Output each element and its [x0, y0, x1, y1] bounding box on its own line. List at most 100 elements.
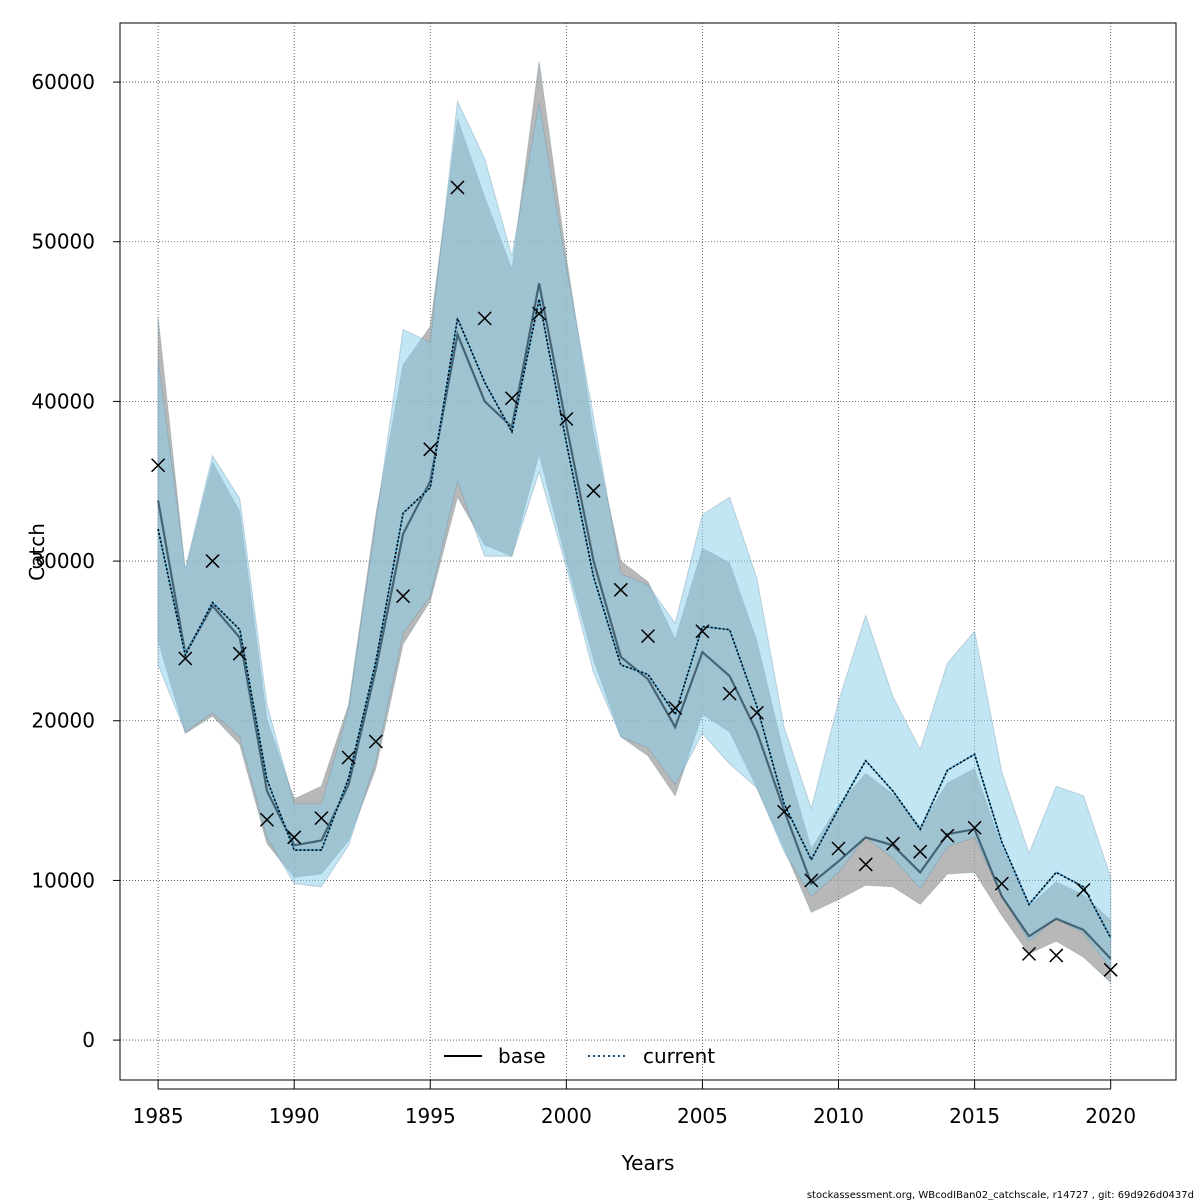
- observed-point-stroke: [341, 750, 356, 765]
- observed-point: [640, 629, 656, 644]
- observed-point: [287, 830, 302, 845]
- observed-point: [1103, 962, 1118, 977]
- observed-point: [368, 734, 383, 749]
- x-tick-label: 2005: [677, 1104, 728, 1128]
- observed-point: [450, 180, 465, 195]
- y-tick-label: 50000: [31, 230, 95, 254]
- observed-point: [831, 841, 846, 856]
- y-tick-label: 20000: [31, 709, 95, 733]
- x-axis-title: Years: [621, 1151, 675, 1175]
- observed-point-stroke: [831, 841, 846, 856]
- observed-point-stroke: [1076, 882, 1091, 898]
- observed-point-stroke: [287, 830, 302, 845]
- observed-point: [532, 306, 547, 321]
- observed-point: [695, 624, 710, 639]
- legend: base current: [444, 1044, 715, 1068]
- observed-point: [913, 844, 928, 859]
- y-tick-label: 30000: [31, 549, 95, 573]
- observed-point-stroke: [368, 734, 383, 749]
- observed-point-stroke: [695, 624, 710, 639]
- observed-point-stroke: [259, 812, 274, 827]
- observed-point-stroke: [151, 458, 166, 473]
- observed-point: [423, 442, 438, 457]
- observed-point-stroke: [1049, 948, 1064, 963]
- observed-point: [1022, 946, 1037, 961]
- observed-point: [967, 820, 982, 835]
- observed-point-stroke: [586, 483, 601, 498]
- y-axis: 0 10000 20000 30000 40000 50000 60000: [31, 70, 120, 1052]
- x-tick-label: 2000: [541, 1104, 592, 1128]
- observed-point: [396, 589, 411, 604]
- observed-point: [1076, 882, 1091, 898]
- observed-point-stroke: [777, 804, 792, 819]
- observed-point: [151, 458, 166, 473]
- legend-base-label: base: [498, 1044, 546, 1068]
- observed-point-stroke: [396, 589, 411, 604]
- observed-points: [151, 180, 1118, 977]
- observed-point: [477, 311, 492, 326]
- observed-point: [586, 483, 601, 498]
- observed-point: [749, 705, 764, 720]
- observed-point-stroke: [205, 554, 220, 569]
- observed-point: [940, 828, 955, 843]
- confidence-bands: [157, 61, 1112, 984]
- observed-point: [205, 554, 220, 569]
- observed-point: [314, 811, 329, 826]
- observed-point-stroke: [913, 844, 928, 859]
- observed-point: [504, 391, 519, 406]
- observed-point-stroke: [885, 836, 900, 851]
- observed-point: [994, 876, 1009, 891]
- observed-point: [259, 812, 274, 827]
- plot-frame: [119, 22, 1177, 1081]
- observed-point-stroke: [640, 629, 656, 644]
- x-tick-label: 2020: [1085, 1104, 1136, 1128]
- observed-point: [777, 804, 792, 819]
- observed-point: [1049, 948, 1064, 963]
- observed-point-stroke: [232, 646, 247, 661]
- series-lines: [157, 283, 1112, 960]
- x-tick-label: 1995: [405, 1104, 456, 1128]
- line-base: [157, 283, 1112, 960]
- x-tick-label: 1985: [133, 1104, 184, 1128]
- observed-point: [858, 857, 873, 872]
- y-tick-label: 10000: [31, 868, 95, 892]
- observed-point-stroke: [967, 820, 982, 835]
- observed-point-stroke: [668, 700, 683, 716]
- x-tick-label: 2015: [949, 1104, 1000, 1128]
- y-tick-label: 60000: [31, 70, 95, 94]
- observed-point-stroke: [477, 311, 492, 326]
- observed-point-stroke: [940, 828, 955, 843]
- observed-point: [722, 686, 737, 701]
- observed-point-stroke: [423, 442, 438, 457]
- observed-point-stroke: [178, 651, 193, 666]
- observed-point-stroke: [722, 686, 737, 701]
- y-tick-label: 0: [82, 1028, 95, 1052]
- x-tick-label: 2010: [813, 1104, 864, 1128]
- observed-point: [804, 873, 819, 888]
- observed-point-stroke: [994, 876, 1009, 891]
- observed-point: [232, 646, 247, 661]
- observed-point-stroke: [559, 411, 574, 427]
- observed-point-stroke: [804, 873, 819, 888]
- band-current: [157, 99, 1112, 970]
- footer-credit: stockassessment.org, WBcodIBan02_catchsc…: [807, 1190, 1194, 1200]
- observed-point-stroke: [613, 582, 628, 597]
- observed-point-stroke: [504, 391, 519, 406]
- x-tick-label: 1990: [269, 1104, 320, 1128]
- observed-point: [885, 836, 900, 851]
- observed-point: [668, 700, 683, 716]
- observed-point-stroke: [450, 180, 465, 195]
- y-axis-title: Catch: [25, 523, 49, 581]
- observed-point-stroke: [1103, 962, 1118, 977]
- observed-point-stroke: [1022, 946, 1037, 961]
- x-axis: 1985 1990 1995 2000 2005 2010 2015 2020: [133, 1080, 1136, 1128]
- observed-point-stroke: [314, 811, 329, 826]
- line-current: [157, 299, 1112, 939]
- y-tick-label: 40000: [31, 389, 95, 413]
- observed-point-stroke: [749, 705, 764, 720]
- observed-point-stroke: [858, 857, 873, 872]
- observed-point: [613, 582, 628, 597]
- observed-point: [178, 651, 193, 666]
- observed-point: [559, 411, 574, 427]
